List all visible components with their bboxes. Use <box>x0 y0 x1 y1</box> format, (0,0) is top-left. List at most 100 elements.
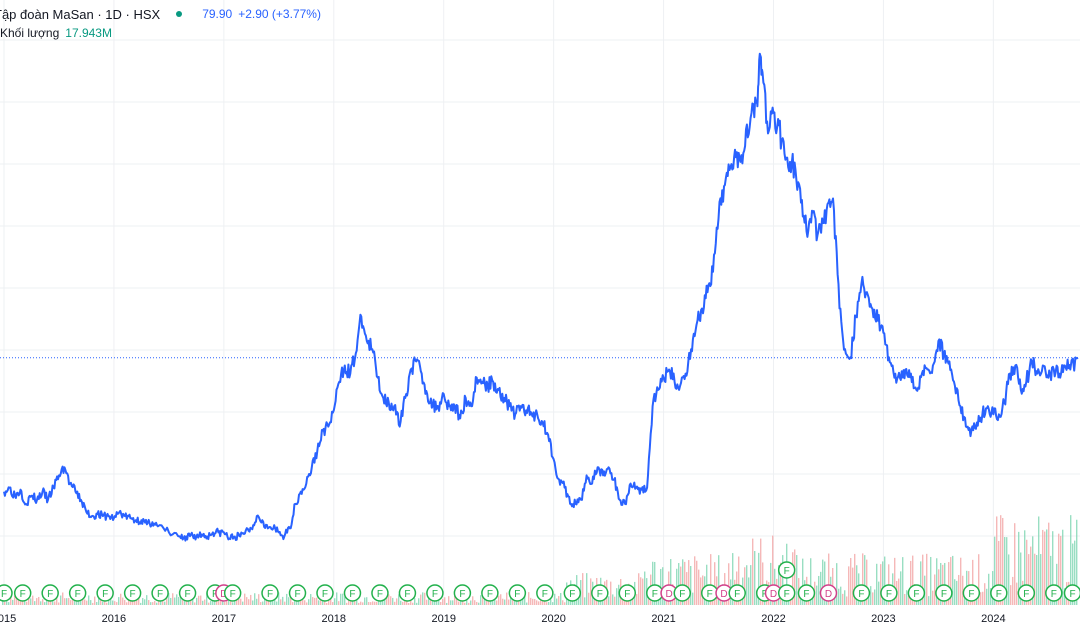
financial-event-marker[interactable]: F <box>398 584 417 602</box>
event-circle <box>990 584 1008 602</box>
volume-bar <box>196 597 198 605</box>
financial-event-marker[interactable]: F <box>371 584 389 602</box>
volume-bar <box>470 600 472 605</box>
volume-bar <box>546 602 548 605</box>
financial-event-marker[interactable]: F <box>880 584 898 602</box>
market-open-icon[interactable] <box>170 5 188 23</box>
financial-event-marker[interactable]: F <box>426 584 444 602</box>
volume-bar <box>710 554 712 605</box>
last-price: 79.90 <box>202 7 233 21</box>
dividend-event-marker[interactable]: D <box>819 584 838 602</box>
volume-bar <box>252 600 254 605</box>
financial-event-marker[interactable]: F <box>777 561 796 579</box>
volume-bar <box>90 600 92 605</box>
event-label: F <box>102 589 108 600</box>
volume-bar <box>564 602 566 605</box>
financial-event-marker[interactable]: F <box>591 584 609 602</box>
financial-event-marker[interactable]: F <box>261 584 279 602</box>
volume-bar <box>46 600 48 605</box>
financial-event-marker[interactable]: F <box>962 584 981 602</box>
financial-event-marker[interactable]: F <box>777 584 796 602</box>
financial-event-marker[interactable]: F <box>343 584 362 602</box>
volume-bar <box>748 577 750 605</box>
financial-event-marker[interactable]: F <box>288 584 307 602</box>
volume-bar <box>334 598 336 605</box>
financial-event-marker[interactable]: F <box>1045 584 1063 602</box>
financial-event-marker[interactable]: F <box>68 584 87 602</box>
volume-bar <box>754 551 756 605</box>
event-label: F <box>230 589 236 600</box>
volume-bar <box>654 561 656 605</box>
financial-event-marker[interactable]: F <box>151 584 169 602</box>
event-circle <box>13 584 32 602</box>
financial-event-marker[interactable]: F <box>41 584 59 602</box>
volume-bar <box>928 596 930 605</box>
volume-bar <box>276 601 278 605</box>
volume-bar <box>846 596 848 605</box>
volume-bar <box>100 596 102 605</box>
event-circle <box>1063 584 1080 602</box>
event-label: F <box>679 589 685 600</box>
volume-bar <box>174 597 176 605</box>
event-circle <box>371 584 389 602</box>
volume-bar <box>248 599 250 605</box>
financial-event-marker[interactable]: F <box>481 584 499 602</box>
volume-bar <box>926 553 928 605</box>
event-label: F <box>294 589 300 600</box>
volume-bar <box>352 599 354 605</box>
volume-bar <box>54 601 56 605</box>
financial-event-marker[interactable]: F <box>508 584 527 602</box>
volume-bar <box>1060 535 1062 605</box>
financial-event-marker[interactable]: F <box>0 584 13 602</box>
financial-event-marker[interactable]: F <box>618 584 637 602</box>
volume-bar <box>940 562 942 605</box>
volume-bar <box>316 597 318 605</box>
financial-event-marker[interactable]: F <box>1017 584 1036 602</box>
event-label: F <box>130 589 136 600</box>
financial-event-marker[interactable]: F <box>852 584 871 602</box>
volume-bar <box>418 598 420 605</box>
volume-bar <box>502 598 504 605</box>
volume-bar <box>44 602 46 605</box>
volume-bar <box>450 600 452 605</box>
financial-event-marker[interactable]: F <box>13 584 32 602</box>
financial-event-marker[interactable]: F <box>907 584 926 602</box>
volume-bar <box>264 596 266 605</box>
volume-label[interactable]: Khối lượng <box>0 26 60 40</box>
financial-event-marker[interactable]: F <box>797 584 816 602</box>
volume-bar <box>960 557 962 605</box>
financial-event-marker[interactable]: F <box>453 584 472 602</box>
volume-bar <box>898 578 900 605</box>
financial-event-marker[interactable]: F <box>673 584 692 602</box>
volume-bar <box>96 602 98 605</box>
event-label: F <box>569 589 575 600</box>
volume-bar <box>1076 519 1078 605</box>
volume-bar <box>194 602 196 605</box>
financial-event-marker[interactable]: F <box>990 584 1008 602</box>
event-label: F <box>212 589 218 600</box>
financial-event-marker[interactable]: F <box>223 584 242 602</box>
financial-event-marker[interactable]: F <box>563 584 582 602</box>
financial-event-marker[interactable]: F <box>123 584 142 602</box>
volume-bar <box>530 597 532 605</box>
volume-bar <box>396 598 398 605</box>
volume-bar <box>1056 563 1058 605</box>
volume-bar <box>442 598 444 605</box>
volume-bar <box>440 601 442 605</box>
financial-event-marker[interactable]: F <box>316 584 334 602</box>
volume-bar <box>402 601 404 605</box>
financial-event-marker[interactable]: F <box>935 584 953 602</box>
price-change: +2.90 (+3.77%) <box>238 7 321 21</box>
volume-bar <box>408 602 410 605</box>
financial-event-marker[interactable]: F <box>96 584 114 602</box>
financial-event-marker[interactable]: F <box>728 584 746 602</box>
volume-bar <box>988 573 990 605</box>
financial-event-marker[interactable]: F <box>536 584 554 602</box>
financial-event-marker[interactable]: F <box>178 584 197 602</box>
financial-event-marker[interactable]: F <box>1063 584 1080 602</box>
volume-bar <box>40 601 42 605</box>
volume-bar <box>1012 576 1014 605</box>
volume-bar <box>944 562 946 605</box>
symbol-title[interactable]: Tập đoàn MaSan · 1D · HSX <box>0 6 161 22</box>
